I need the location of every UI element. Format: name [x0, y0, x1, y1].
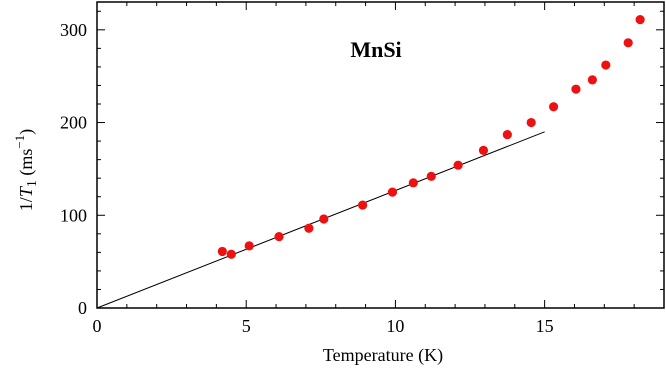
data-point: [478, 145, 489, 155]
y-axis-title-sup: −1: [12, 135, 27, 149]
data-point: [601, 60, 611, 70]
x-axis-title: Temperature (K): [323, 345, 443, 366]
data-point: [244, 241, 254, 251]
y-axis-title-prefix: 1/: [16, 197, 36, 211]
data-point: [408, 178, 418, 188]
point-layer: [217, 15, 645, 259]
y-axis-title-var: T: [16, 185, 36, 197]
data-point: [571, 84, 581, 94]
data-point: [502, 130, 512, 140]
y-axis-title-unit-open: (ms: [16, 149, 37, 181]
y-tick-label: 300: [60, 20, 87, 40]
data-point: [387, 187, 398, 197]
data-point: [426, 171, 436, 181]
x-tick-label: 5: [242, 316, 251, 336]
x-tick-label: 10: [386, 316, 404, 336]
data-point: [453, 160, 463, 170]
data-point: [304, 223, 314, 233]
data-point: [274, 232, 284, 242]
y-tick-label: 200: [60, 113, 87, 133]
x-tick-label: 0: [93, 316, 102, 336]
y-tick-label: 0: [78, 298, 87, 318]
plot-frame: [96, 1, 665, 309]
y-axis-title-unit-close: ): [16, 129, 37, 135]
y-axis-title: 1/T1 (ms−1): [12, 129, 40, 211]
x-tick-label: 15: [536, 316, 554, 336]
y-axis-title-sub: 1: [25, 180, 40, 187]
data-point: [526, 117, 536, 128]
data-point: [357, 200, 368, 210]
data-point: [587, 75, 597, 85]
data-point: [623, 38, 633, 48]
frame-layer: [96, 1, 665, 309]
data-point: [635, 15, 645, 25]
tick-layer: 0 5 10 15 0 100 200 300: [60, 2, 665, 336]
data-point: [319, 214, 329, 224]
y-tick-label: 100: [60, 205, 87, 225]
data-point: [548, 102, 559, 112]
data-point: [217, 246, 227, 257]
chart-title: MnSi: [350, 37, 401, 62]
data-point: [226, 249, 236, 259]
